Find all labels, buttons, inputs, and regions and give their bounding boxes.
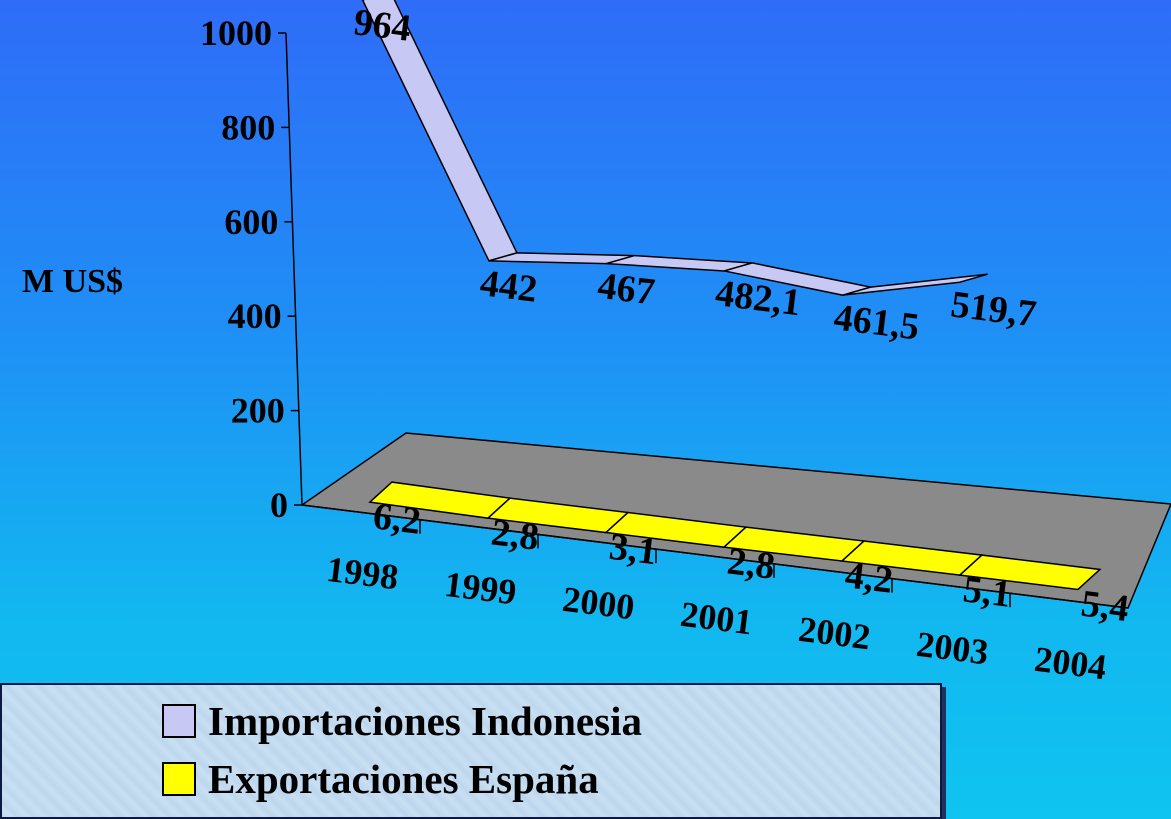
y-tick-label: 0 [270,485,288,525]
data-label: 467 [595,265,657,314]
series-ribbon-segment [842,273,988,296]
y-axis-label: M US$ [22,263,123,300]
x-tick-label: 2004 [1032,639,1108,687]
legend-swatch-espana [162,762,196,796]
data-label: 442 [478,262,540,311]
y-tick-label: 800 [221,107,275,147]
x-tick-label: 2000 [560,579,636,627]
data-label: 4,2 [843,554,895,601]
y-axis [285,32,303,506]
data-label: 6,2 [371,495,423,542]
series-ribbon-segment [958,554,1102,591]
data-label: 5,1 [961,568,1013,615]
data-label: 3,1 [607,526,659,573]
data-label: 482,1 [713,272,803,324]
data-label: 2,8 [489,511,541,558]
legend-label-espana: Exportaciones España [208,756,599,802]
x-tick-label: 2003 [914,624,990,672]
data-label: 2,8 [725,540,777,587]
x-axis [301,504,1129,609]
chart-legend: Importaciones Indonesia Exportaciones Es… [0,683,942,819]
legend-label-indonesia: Importaciones Indonesia [208,698,642,744]
data-label: 964 [351,1,413,50]
y-tick-label: 400 [228,296,282,336]
x-tick-label: 2001 [678,594,754,642]
data-label: 5,4 [1079,583,1131,630]
data-label: 519,7 [949,283,1039,335]
legend-swatch-indonesia [162,704,196,738]
y-tick-label: 200 [231,391,285,431]
x-tick-label: 1999 [442,564,518,612]
y-tick-label: 1000 [200,13,272,53]
data-label: 461,5 [832,296,922,348]
x-tick-label: 1998 [324,549,400,597]
y-tick-label: 600 [224,202,278,242]
x-tick-label: 2002 [796,609,872,657]
legend-item-indonesia: Importaciones Indonesia [162,697,642,745]
legend-item-espana: Exportaciones España [162,755,599,803]
